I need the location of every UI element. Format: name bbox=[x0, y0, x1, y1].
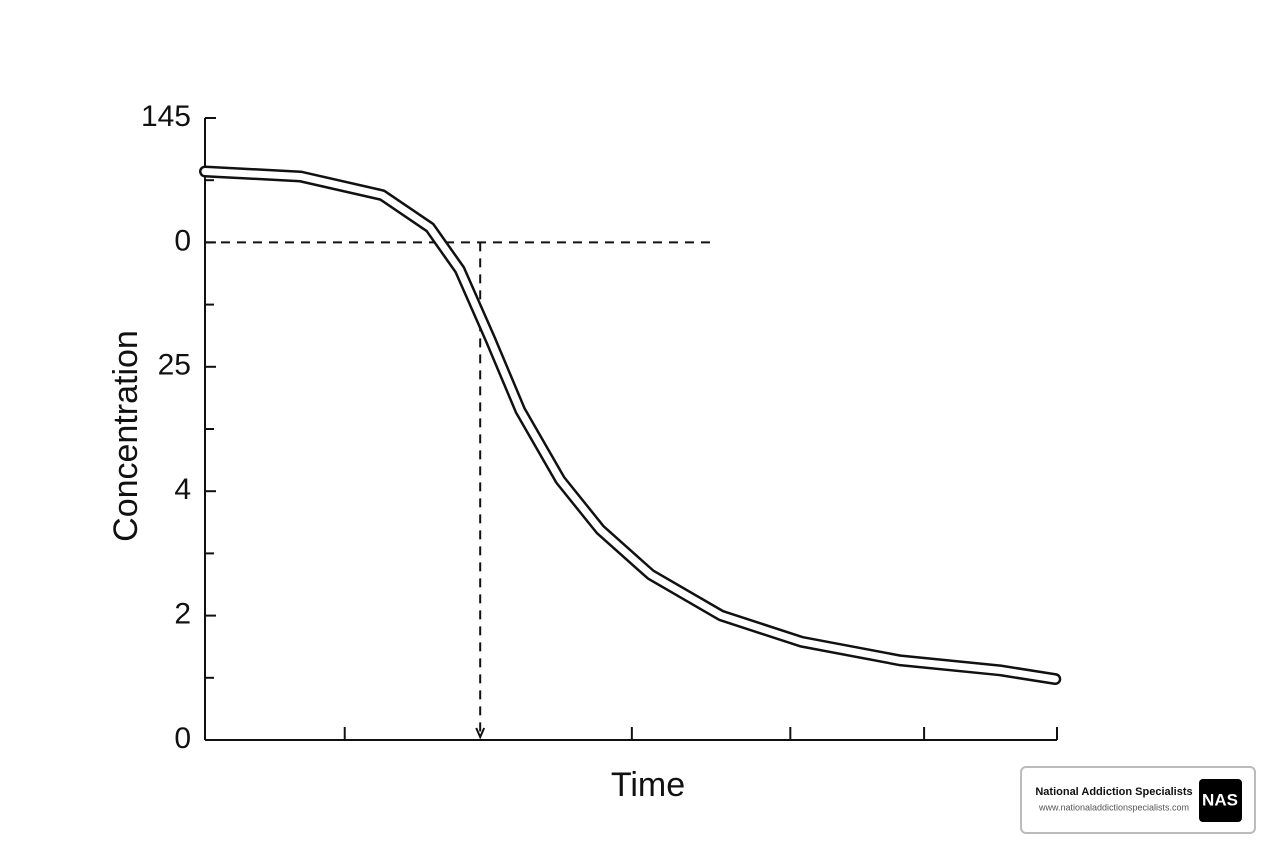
y-tick-label: 4 bbox=[174, 473, 191, 506]
curve-inner bbox=[201, 167, 1059, 683]
watermark-logo-box bbox=[1199, 779, 1242, 822]
y-tick-label: 2 bbox=[174, 598, 191, 631]
watermark-name: National Addiction Specialists bbox=[1035, 786, 1192, 798]
watermark: National Addiction Specialists www.natio… bbox=[1020, 766, 1256, 834]
x-axis-label: Time bbox=[611, 766, 685, 804]
y-axis-label: Concentration bbox=[107, 330, 145, 542]
y-tick-label: 0 bbox=[174, 224, 191, 257]
reference-arrow bbox=[475, 727, 486, 740]
y-tick-label: 0 bbox=[174, 722, 191, 755]
watermark-logo: NAS bbox=[1202, 790, 1238, 809]
watermark-url: www.nationaladdictionspecialists.com bbox=[1038, 802, 1189, 812]
y-tick-label: 25 bbox=[158, 349, 191, 382]
curve-outline bbox=[199, 165, 1062, 686]
y-tick-label: 145 bbox=[141, 100, 191, 133]
watermark-box bbox=[1020, 766, 1256, 834]
